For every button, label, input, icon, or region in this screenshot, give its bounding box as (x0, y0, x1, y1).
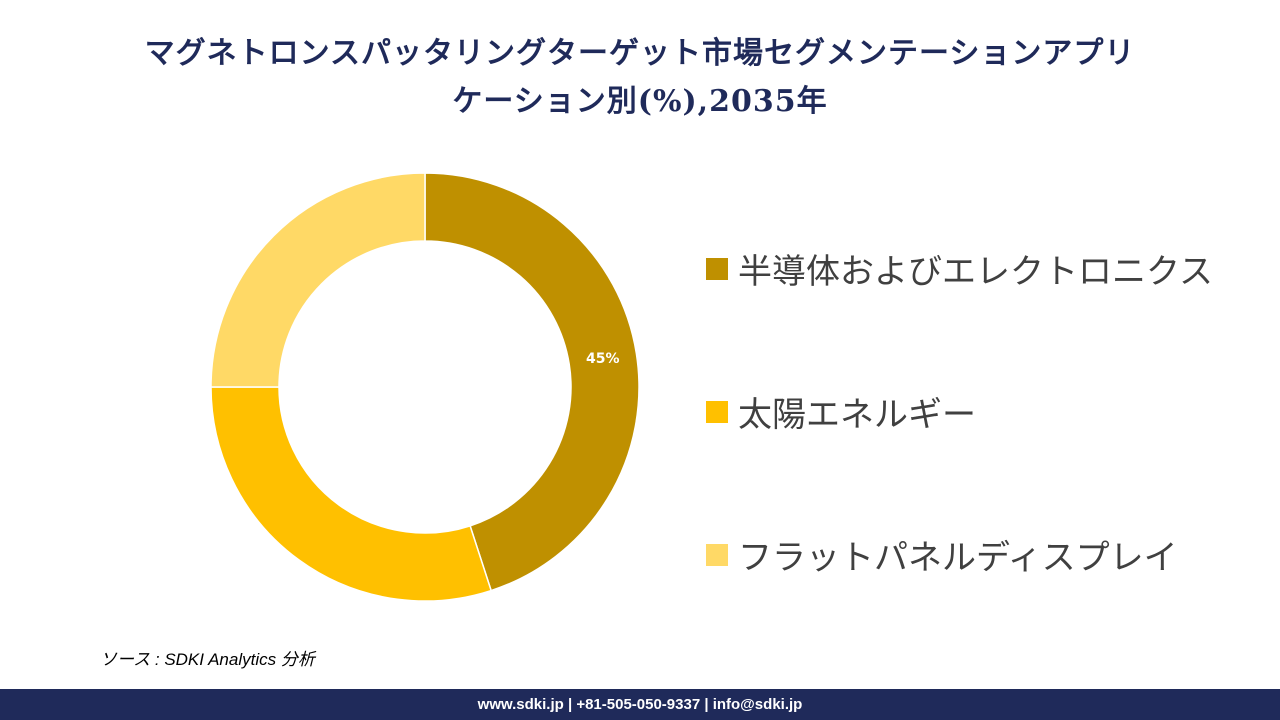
source-note: ソース : SDKI Analytics 分析 (100, 650, 315, 669)
donut-chart: 45% (210, 172, 640, 602)
legend-swatch-flat-panel (706, 543, 728, 566)
legend-item-solar: 太陽エネルギー (706, 387, 976, 436)
legend-item-flat-panel: フラットパネルディスプレイ (706, 530, 1178, 579)
chart-title: マグネトロンスパッタリングターゲット市場セグメンテーションアプリ ケーション別(… (40, 30, 1240, 126)
legend-label-flat-panel: フラットパネルディスプレイ (738, 538, 1178, 578)
donut-slice-solar (210, 386, 493, 602)
donut-slice-semiconductor (424, 172, 640, 592)
legend-label-semiconductor: 半導体およびエレクトロニクス (738, 252, 1213, 292)
donut-slice-flat-panel (210, 172, 426, 388)
legend-swatch-solar (706, 400, 728, 423)
chart-title-line-1: マグネトロンスパッタリングターゲット市場セグメンテーションアプリ (144, 36, 1136, 71)
legend-label-solar: 太陽エネルギー (738, 395, 976, 435)
donut-label-semiconductor: 45% (586, 351, 620, 367)
footer-bar: www.sdki.jp | +81-505-050-9337 | info@sd… (0, 689, 1280, 720)
legend-item-semiconductor: 半導体およびエレクトロニクス (706, 244, 1213, 293)
chart-title-line-2: ケーション別(%),2035年 (452, 84, 828, 119)
legend-swatch-semiconductor (706, 257, 728, 280)
